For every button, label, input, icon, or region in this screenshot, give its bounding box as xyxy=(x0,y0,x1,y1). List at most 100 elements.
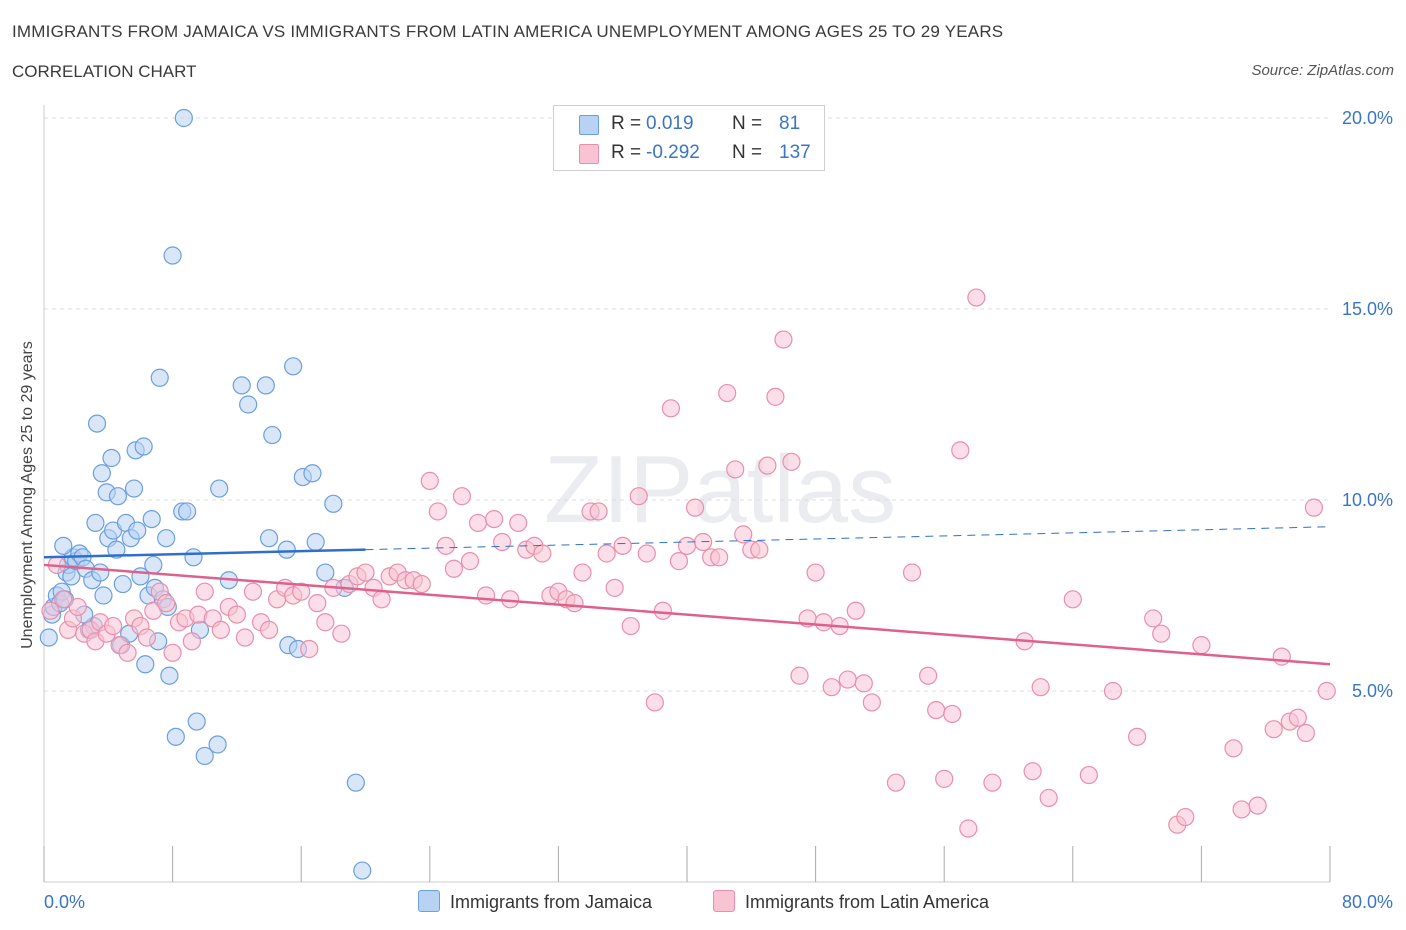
correlation-legend: R = 0.019 N = 81 R = -0.292 N = 137 xyxy=(553,105,825,171)
data-point-jamaica xyxy=(210,479,229,498)
data-point-jamaica xyxy=(54,536,73,555)
data-point-latam xyxy=(838,670,857,689)
data-point-jamaica xyxy=(92,464,111,483)
data-point-latam xyxy=(669,552,689,571)
data-point-jamaica xyxy=(174,108,193,128)
data-point-latam xyxy=(195,582,214,601)
data-point-jamaica xyxy=(157,529,176,548)
data-point-latam xyxy=(1192,636,1211,655)
data-point-jamaica xyxy=(324,494,343,513)
data-point-latam xyxy=(68,597,87,617)
legend-row-jamaica: R = 0.019 N = 81 xyxy=(554,110,824,138)
y-tick-label: 10.0% xyxy=(1342,490,1393,510)
data-point-latam xyxy=(750,540,769,559)
data-point-latam xyxy=(734,525,753,544)
data-point-latam xyxy=(806,563,825,582)
data-point-latam xyxy=(597,544,616,563)
data-point-latam xyxy=(1232,800,1251,819)
legend-n-label: N = xyxy=(732,142,763,163)
data-point-latam xyxy=(104,616,123,636)
data-point-latam xyxy=(243,582,263,601)
data-point-latam xyxy=(653,601,672,620)
data-point-jamaica xyxy=(256,376,275,395)
data-point-latam xyxy=(573,563,592,582)
data-point-jamaica xyxy=(102,448,121,468)
data-point-latam xyxy=(854,674,873,693)
data-point-latam xyxy=(766,387,785,406)
data-point-latam xyxy=(710,548,729,567)
data-point-latam xyxy=(661,399,681,418)
chart-title: IMMIGRANTS FROM JAMAICA VS IMMIGRANTS FR… xyxy=(12,22,1004,41)
data-point-latam xyxy=(163,643,182,662)
legend-swatch-latam xyxy=(579,144,599,164)
data-point-latam xyxy=(1023,762,1042,781)
y-tick-label: 20.0% xyxy=(1342,108,1393,128)
data-point-latam xyxy=(1272,647,1291,666)
data-point-jamaica xyxy=(187,712,206,731)
data-point-latam xyxy=(685,498,705,517)
data-point-latam xyxy=(1031,678,1050,697)
data-point-latam xyxy=(292,582,311,601)
data-point-jamaica xyxy=(353,861,372,880)
watermark: ZIPatlas xyxy=(544,436,896,543)
data-point-latam xyxy=(1224,739,1243,758)
data-point-latam xyxy=(372,590,391,609)
data-point-latam xyxy=(862,693,881,712)
data-point-latam xyxy=(822,678,841,697)
data-point-jamaica xyxy=(160,666,179,685)
data-point-latam xyxy=(308,594,327,613)
data-point-jamaica xyxy=(316,563,335,582)
bottom-legend-label-latam: Immigrants from Latin America xyxy=(745,892,990,912)
data-point-latam xyxy=(886,773,906,792)
data-point-latam xyxy=(420,471,439,490)
legend-r-value: 0.019 xyxy=(646,113,694,134)
data-point-latam xyxy=(677,536,697,555)
data-point-latam xyxy=(758,456,777,475)
data-point-jamaica xyxy=(259,529,279,548)
data-point-jamaica xyxy=(108,487,128,506)
data-point-latam xyxy=(412,574,431,594)
data-point-jamaica xyxy=(239,395,258,414)
data-point-jamaica xyxy=(306,532,325,552)
data-point-latam xyxy=(460,552,480,571)
data-point-latam xyxy=(1103,681,1123,701)
legend-n-value: 81 xyxy=(779,113,801,134)
data-point-jamaica xyxy=(107,540,126,559)
data-point-latam xyxy=(316,613,335,632)
data-point-latam xyxy=(227,605,246,624)
data-point-latam xyxy=(41,601,60,620)
data-point-latam xyxy=(436,536,455,555)
data-point-latam xyxy=(1152,624,1171,643)
data-point-latam xyxy=(983,773,1002,792)
data-point-jamaica xyxy=(136,655,155,674)
data-point-latam xyxy=(1296,723,1315,743)
data-point-latam xyxy=(1039,788,1058,808)
data-point-jamaica xyxy=(346,773,365,792)
series-jamaica xyxy=(39,108,372,880)
data-point-jamaica xyxy=(166,727,185,746)
legend-swatch-jamaica xyxy=(579,115,599,135)
data-point-latam xyxy=(959,819,978,838)
data-point-latam xyxy=(485,509,504,529)
data-point-latam xyxy=(211,620,230,639)
data-point-latam xyxy=(54,590,73,609)
data-point-jamaica xyxy=(91,563,110,582)
data-point-latam xyxy=(1288,708,1307,727)
series-latam xyxy=(41,288,1336,838)
data-point-latam xyxy=(565,594,584,613)
data-point-latam xyxy=(137,628,156,647)
data-point-latam xyxy=(157,594,176,613)
data-point-latam xyxy=(1063,590,1082,609)
data-point-latam xyxy=(726,460,745,479)
data-point-latam xyxy=(356,563,375,582)
data-point-latam xyxy=(790,666,809,685)
data-point-latam xyxy=(621,616,640,636)
chart-subtitle: CORRELATION CHART xyxy=(12,62,197,81)
legend-n-label: N = xyxy=(732,113,763,134)
data-point-jamaica xyxy=(208,735,227,754)
data-point-jamaica xyxy=(177,502,197,521)
data-point-jamaica xyxy=(94,586,113,605)
data-point-latam xyxy=(1304,498,1324,517)
data-point-latam xyxy=(476,586,496,605)
data-point-jamaica xyxy=(303,464,322,483)
